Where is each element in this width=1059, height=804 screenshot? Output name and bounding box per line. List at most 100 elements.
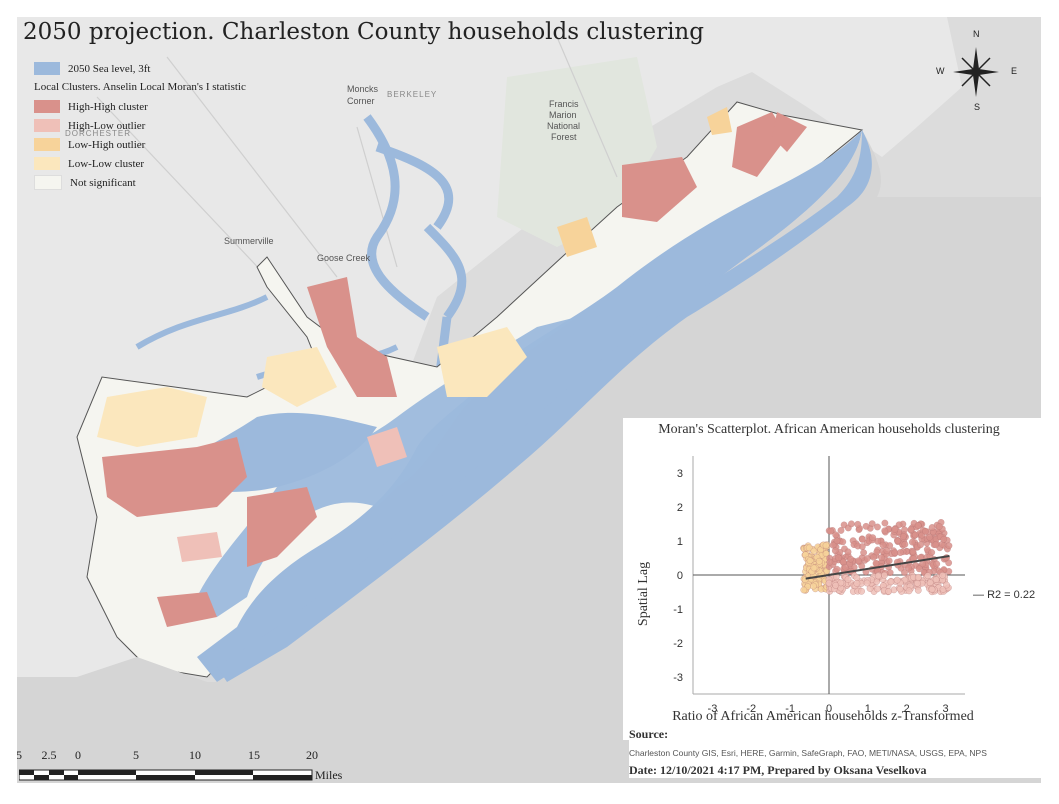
scatter-point xyxy=(848,520,855,528)
scatter-point xyxy=(881,527,889,535)
road xyxy=(96,36,618,278)
north-arrow: N S W E xyxy=(935,29,1017,115)
scatter-point xyxy=(924,572,932,580)
scatter-point xyxy=(844,576,852,583)
high-high-cluster xyxy=(622,157,697,222)
y-tick-label: 1 xyxy=(677,536,683,548)
scatter-point xyxy=(815,557,823,565)
scatter-point xyxy=(894,537,902,545)
scatter-point xyxy=(810,582,817,590)
scatter-point xyxy=(841,563,849,571)
legend: 2050 Sea level, 3ft Local Clusters. Anse… xyxy=(34,59,246,192)
legend-heading: Local Clusters. Anselin Local Moran's I … xyxy=(34,81,246,93)
legend-sea-level: 2050 Sea level, 3ft xyxy=(34,59,246,78)
scatter-ylabel: Spatial Lag xyxy=(636,561,651,627)
scatter-point xyxy=(854,520,862,528)
compass-rose-icon xyxy=(953,47,999,97)
trend-legend: — R2 = 0.22 xyxy=(973,589,1036,601)
scatter-point xyxy=(837,527,845,534)
place-label: Francis xyxy=(549,99,579,109)
x-tick-label: -1 xyxy=(785,703,795,715)
high-high-cluster xyxy=(307,277,397,397)
morans-scatterplot-panel: Moran's Scatterplot. African American ho… xyxy=(623,418,1041,740)
scatter-point xyxy=(869,534,877,541)
scatter-point xyxy=(881,571,888,579)
x-tick-label: 2 xyxy=(904,703,910,715)
place-label: Moncks xyxy=(347,84,379,94)
scatter-point xyxy=(805,544,813,552)
r2-label: R2 = 0.22 xyxy=(987,589,1036,601)
scatter-point xyxy=(863,579,871,587)
scatter-point xyxy=(822,550,830,557)
scatter-point xyxy=(881,519,889,527)
scatter-point xyxy=(858,587,865,595)
compass-s: S xyxy=(974,102,981,112)
scatter-point xyxy=(926,533,933,541)
x-tick-label: 1 xyxy=(865,703,871,715)
scatter-point xyxy=(832,581,840,589)
scatter-point xyxy=(879,541,887,549)
place-label: Forest xyxy=(551,132,577,142)
scatter-point xyxy=(839,538,847,546)
high-high-swatch xyxy=(34,100,60,113)
scatter-point xyxy=(905,587,913,595)
scatter-point xyxy=(831,547,839,555)
scatter-point xyxy=(932,576,940,583)
x-tick-label: -3 xyxy=(708,703,718,715)
scatter-point xyxy=(873,585,881,593)
scatter-point xyxy=(874,523,881,531)
scatter-point xyxy=(873,548,881,556)
scale-tick: 10 xyxy=(189,748,201,762)
scale-units: Miles xyxy=(315,768,343,782)
scatter-point xyxy=(945,542,953,550)
scatter-point xyxy=(800,586,808,594)
low-high-outlier xyxy=(707,107,732,135)
scatter-title: Moran's Scatterplot. African American ho… xyxy=(658,422,1000,437)
high-high-cluster xyxy=(157,592,217,627)
x-tick-label: -2 xyxy=(746,703,756,715)
high-high-cluster xyxy=(732,112,787,177)
scatter-point xyxy=(891,526,899,533)
low-high-swatch xyxy=(34,138,60,151)
scatter-point xyxy=(893,576,901,584)
scatter-point xyxy=(826,558,834,566)
scatter-point xyxy=(939,572,946,579)
scatter-point xyxy=(863,555,871,562)
low-low-swatch xyxy=(34,157,60,170)
scatter-point xyxy=(928,549,936,556)
scatter-point xyxy=(901,541,909,548)
legend-item: Low-Low cluster xyxy=(34,154,246,173)
scatter-point xyxy=(932,541,940,549)
place-label: Marion xyxy=(549,110,577,120)
scatter-point xyxy=(911,531,919,539)
y-tick-label: -1 xyxy=(673,604,683,616)
legend-item: Low-High outlier xyxy=(34,135,246,154)
scale-tick: 20 xyxy=(306,748,318,762)
high-low-outlier xyxy=(177,532,222,562)
scatter-point xyxy=(855,557,862,565)
high-high-cluster xyxy=(247,487,317,567)
scale-tick: 5 xyxy=(133,748,139,762)
scatter-point xyxy=(853,574,861,582)
scatter-point xyxy=(847,555,855,563)
scatter-point xyxy=(858,543,866,550)
map-frame: 2050 projection. Charleston County house… xyxy=(17,17,1041,783)
scatter-point xyxy=(870,553,877,561)
source-label: Source: xyxy=(629,727,669,741)
scatter-point xyxy=(928,586,936,593)
scale-bar: 5 2.5 0 5 10 15 20 Miles xyxy=(17,748,347,782)
y-tick-label: 2 xyxy=(677,502,683,514)
legend-item: Not significant xyxy=(34,173,246,192)
scatter-point xyxy=(935,523,943,530)
scatter-xlabel: Ratio of African American households z-T… xyxy=(672,709,974,724)
compass-n: N xyxy=(973,29,980,39)
scatter-point xyxy=(933,560,941,568)
scatter-point xyxy=(922,528,929,535)
high-low-swatch xyxy=(34,119,60,132)
scatter-point xyxy=(810,547,818,555)
scatter-point xyxy=(907,525,915,533)
source-text: Charleston County GIS, Esri, HERE, Garmi… xyxy=(629,748,987,758)
sea-level-ocean-fringe xyxy=(217,130,872,682)
date-text: Date: 12/10/2021 4:17 PM, Prepared by Ok… xyxy=(629,763,927,777)
compass-w: W xyxy=(936,66,945,76)
